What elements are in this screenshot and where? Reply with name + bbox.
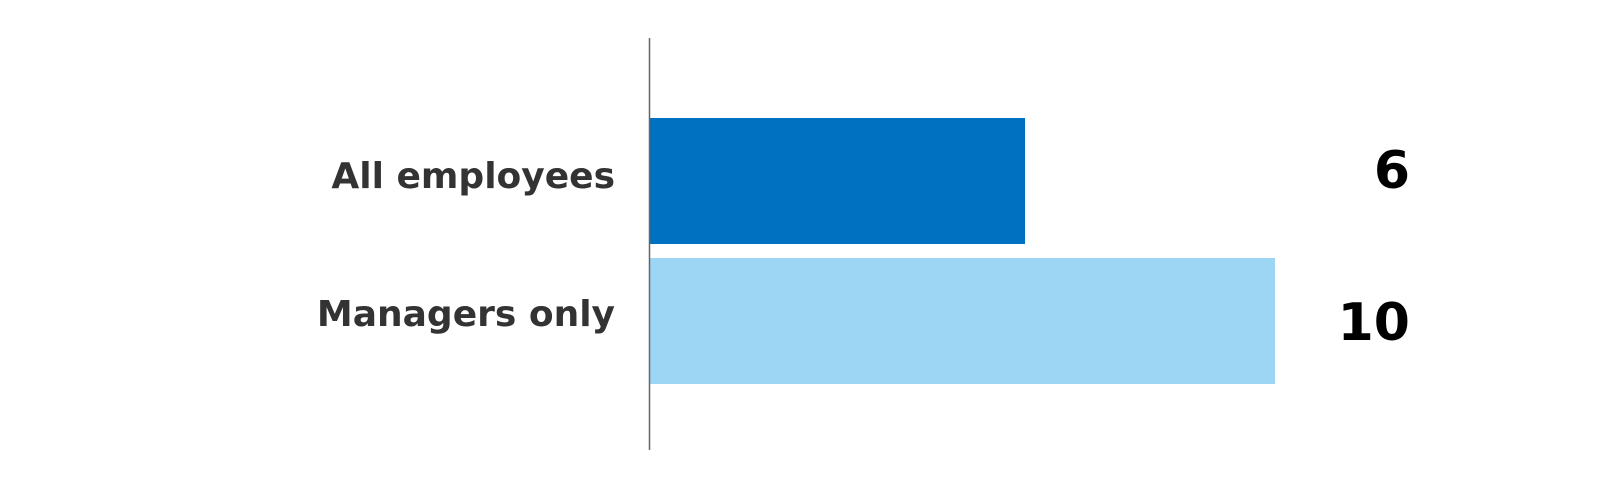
bars-layer: [650, 118, 1275, 384]
category-labels: All employees Managers only: [317, 156, 615, 335]
category-label-0: All employees: [331, 156, 615, 197]
value-label-1: 10: [1338, 293, 1410, 353]
value-label-0: 6: [1374, 141, 1410, 201]
category-label-1: Managers only: [317, 294, 615, 335]
bar-1: [650, 258, 1275, 384]
bar-0: [650, 118, 1025, 244]
value-labels: 6 10: [1338, 141, 1410, 353]
